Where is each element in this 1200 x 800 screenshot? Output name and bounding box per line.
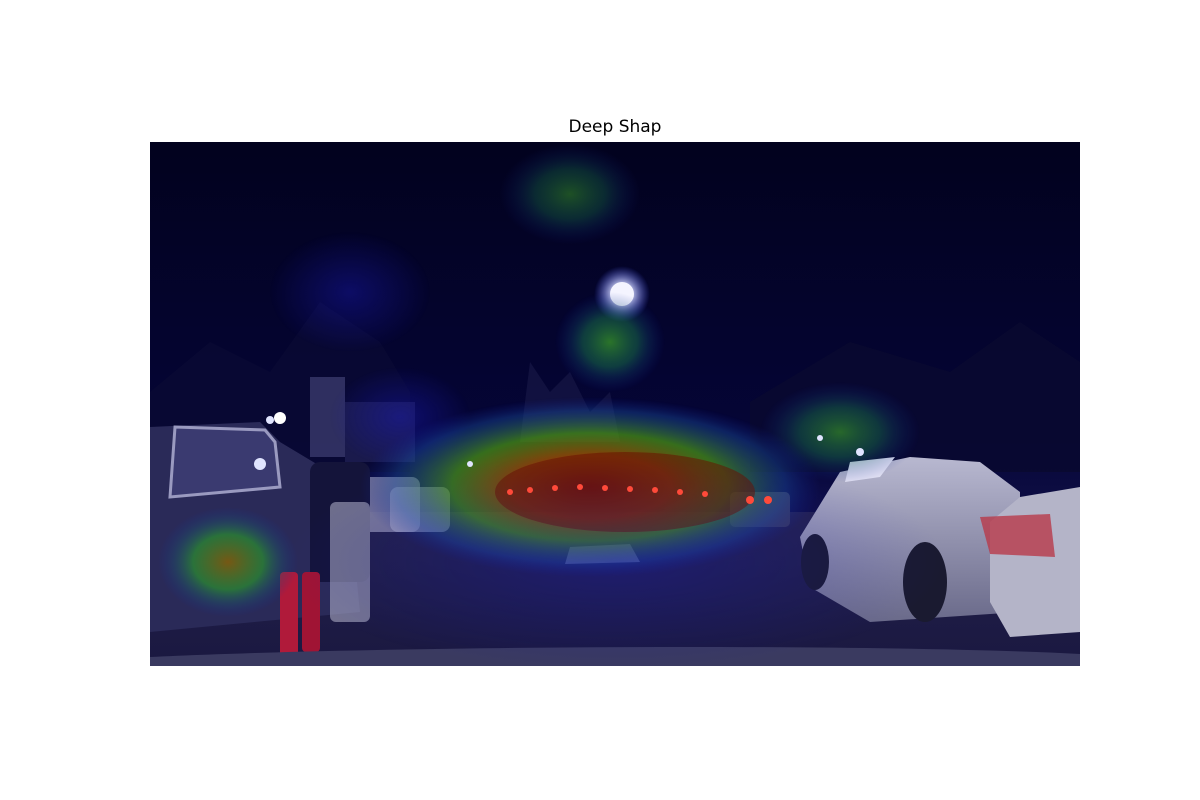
plot-title: Deep Shap [568,117,662,137]
heatmap-image [150,142,1080,666]
far-right-car [980,487,1080,637]
tail-lights [507,484,772,504]
distant-lights [467,435,864,467]
attribution-overlay [158,144,945,666]
